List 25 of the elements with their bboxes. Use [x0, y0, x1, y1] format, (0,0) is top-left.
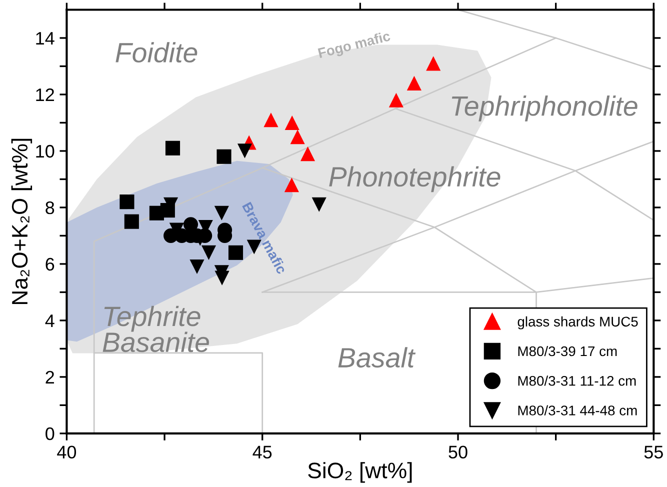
y-tick-label: 12	[36, 88, 54, 102]
annotation: Tephriphonolite	[452, 96, 638, 122]
x-axis-title: SiO₂ [wt%]	[308, 462, 412, 483]
x-tick-label: 55	[644, 446, 663, 458]
y-tick-label: 14	[36, 32, 54, 45]
x-tick-label: 45	[252, 446, 272, 458]
annotation: Fogo mafic	[318, 30, 392, 61]
legend-label: M80/3-31 11-12 cm	[518, 376, 636, 386]
legend-label: M80/3-39 17 cm	[518, 346, 617, 356]
annotation: Brava mafic	[242, 202, 288, 275]
annotation: Basalt	[338, 347, 416, 368]
y-axis-title: Na₂O+K₂O [wt%]	[11, 138, 32, 304]
legend-label: glass shards MUC5	[518, 316, 638, 330]
annotation: Foidite	[116, 42, 198, 63]
y-tick-label: 4	[45, 314, 54, 327]
y-tick-label: 6	[46, 258, 54, 271]
y-tick-label: 0	[46, 427, 54, 440]
y-tick-label: 10	[36, 144, 54, 158]
y-tick-label: 8	[46, 201, 54, 214]
x-tick-label: 50	[448, 446, 468, 458]
legend-label: M80/3-31 44-48 cm	[518, 405, 637, 416]
annotation: Phonotephrite	[329, 166, 500, 192]
annotation: Tephrite Basanite	[102, 306, 209, 352]
y-tick-label: 2	[46, 370, 54, 384]
x-tick-label: 40	[57, 446, 76, 458]
